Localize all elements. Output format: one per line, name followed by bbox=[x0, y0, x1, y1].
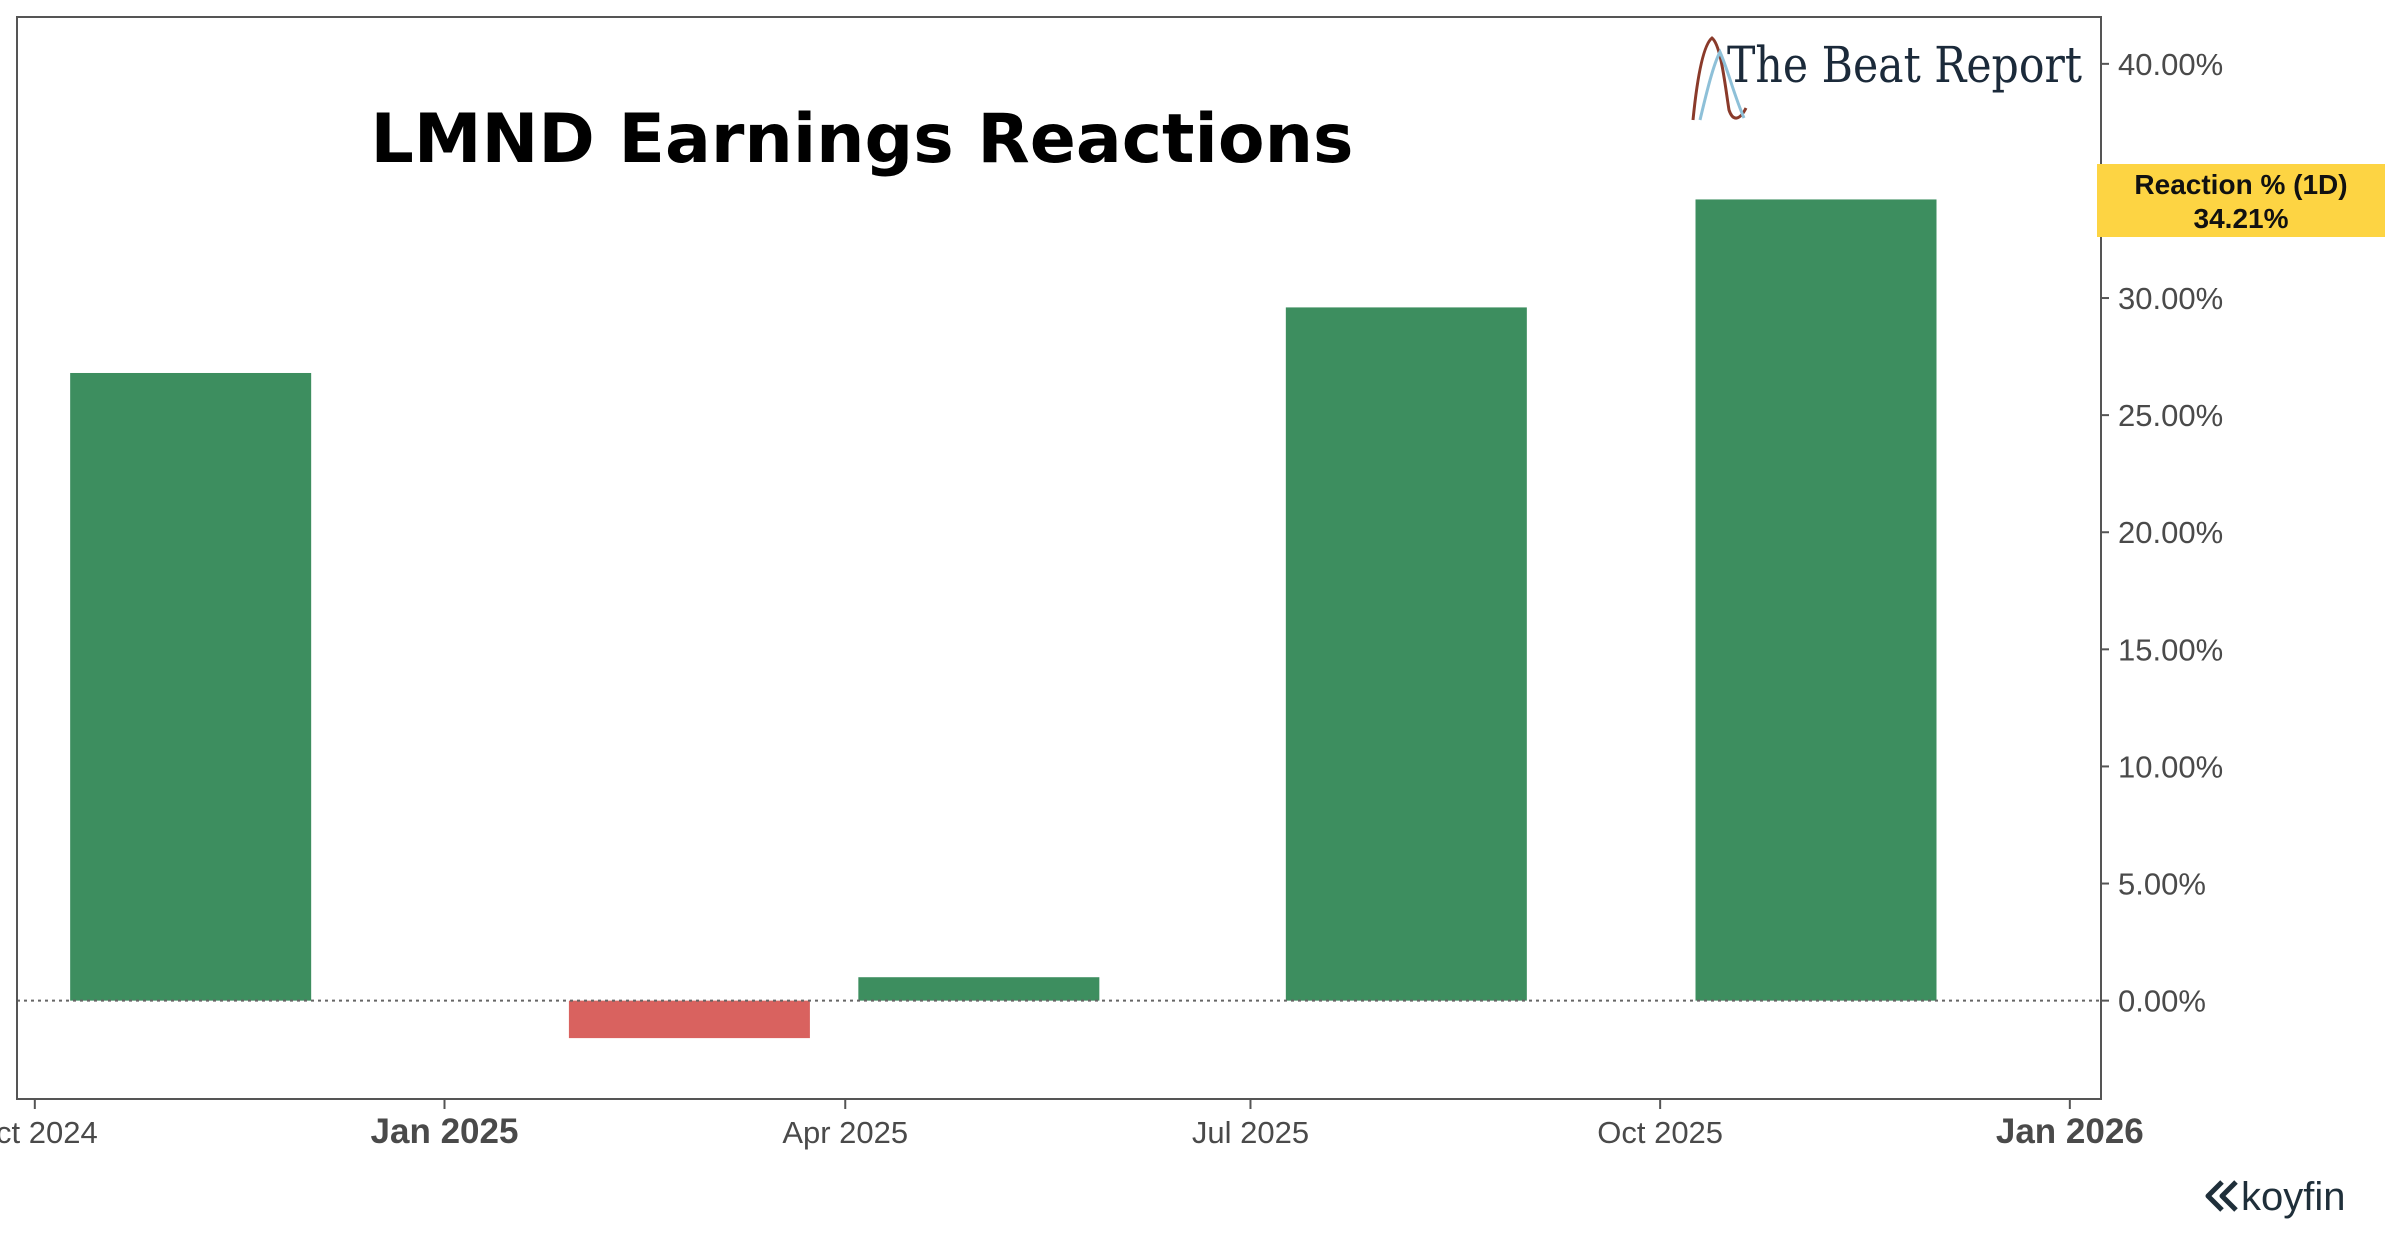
x-axis: Oct 2024 Jan 2025 Apr 2025 Jul 2025 Oct 2025… bbox=[0, 1099, 2144, 1151]
x-tick-label: Apr 2025 bbox=[782, 1115, 908, 1150]
current-value-label-name: Reaction % (1D) bbox=[2134, 169, 2347, 200]
chart-title: LMND Earnings Reactions bbox=[371, 100, 1354, 179]
x-tick-label: Oct 2024 bbox=[0, 1115, 98, 1150]
koyfin-wordmark: koyfin bbox=[2241, 1175, 2346, 1219]
current-value-label: Reaction % (1D) 34.21% bbox=[2097, 164, 2385, 237]
brand-name: The Beat Report bbox=[1727, 36, 2082, 94]
y-tick-label: 15.00% bbox=[2118, 632, 2223, 667]
y-tick-label: 40.00% bbox=[2118, 47, 2223, 82]
y-tick-label: 10.00% bbox=[2118, 749, 2223, 784]
bar-2025-05-01 bbox=[858, 977, 1099, 1000]
bar-2025-11-05 bbox=[1696, 199, 1937, 1000]
brand-logo: The Beat Report bbox=[1693, 36, 2082, 120]
bar-2024-11-05 bbox=[70, 373, 311, 1001]
y-tick-label: 5.00% bbox=[2118, 867, 2206, 902]
current-value-label-value: 34.21% bbox=[2194, 203, 2289, 234]
x-tick-label: Jul 2025 bbox=[1192, 1115, 1309, 1150]
y-tick-label: 30.00% bbox=[2118, 281, 2223, 316]
koyfin-watermark: koyfin bbox=[2208, 1175, 2346, 1219]
bars bbox=[70, 199, 1936, 1038]
x-tick-label: Jan 2025 bbox=[371, 1112, 519, 1151]
bar-2025-08-05 bbox=[1286, 307, 1527, 1000]
y-tick-label: 20.00% bbox=[2118, 515, 2223, 550]
bar-2025-02-25 bbox=[569, 1001, 810, 1038]
y-tick-label: 0.00% bbox=[2118, 984, 2206, 1019]
y-tick-label: 25.00% bbox=[2118, 398, 2223, 433]
x-tick-label: Jan 2026 bbox=[1996, 1112, 2144, 1151]
x-tick-label: Oct 2025 bbox=[1597, 1115, 1723, 1150]
koyfin-logo-icon bbox=[2208, 1182, 2236, 1210]
earnings-reaction-chart: LMND Earnings Reactions The Beat Report … bbox=[0, 0, 2400, 1240]
